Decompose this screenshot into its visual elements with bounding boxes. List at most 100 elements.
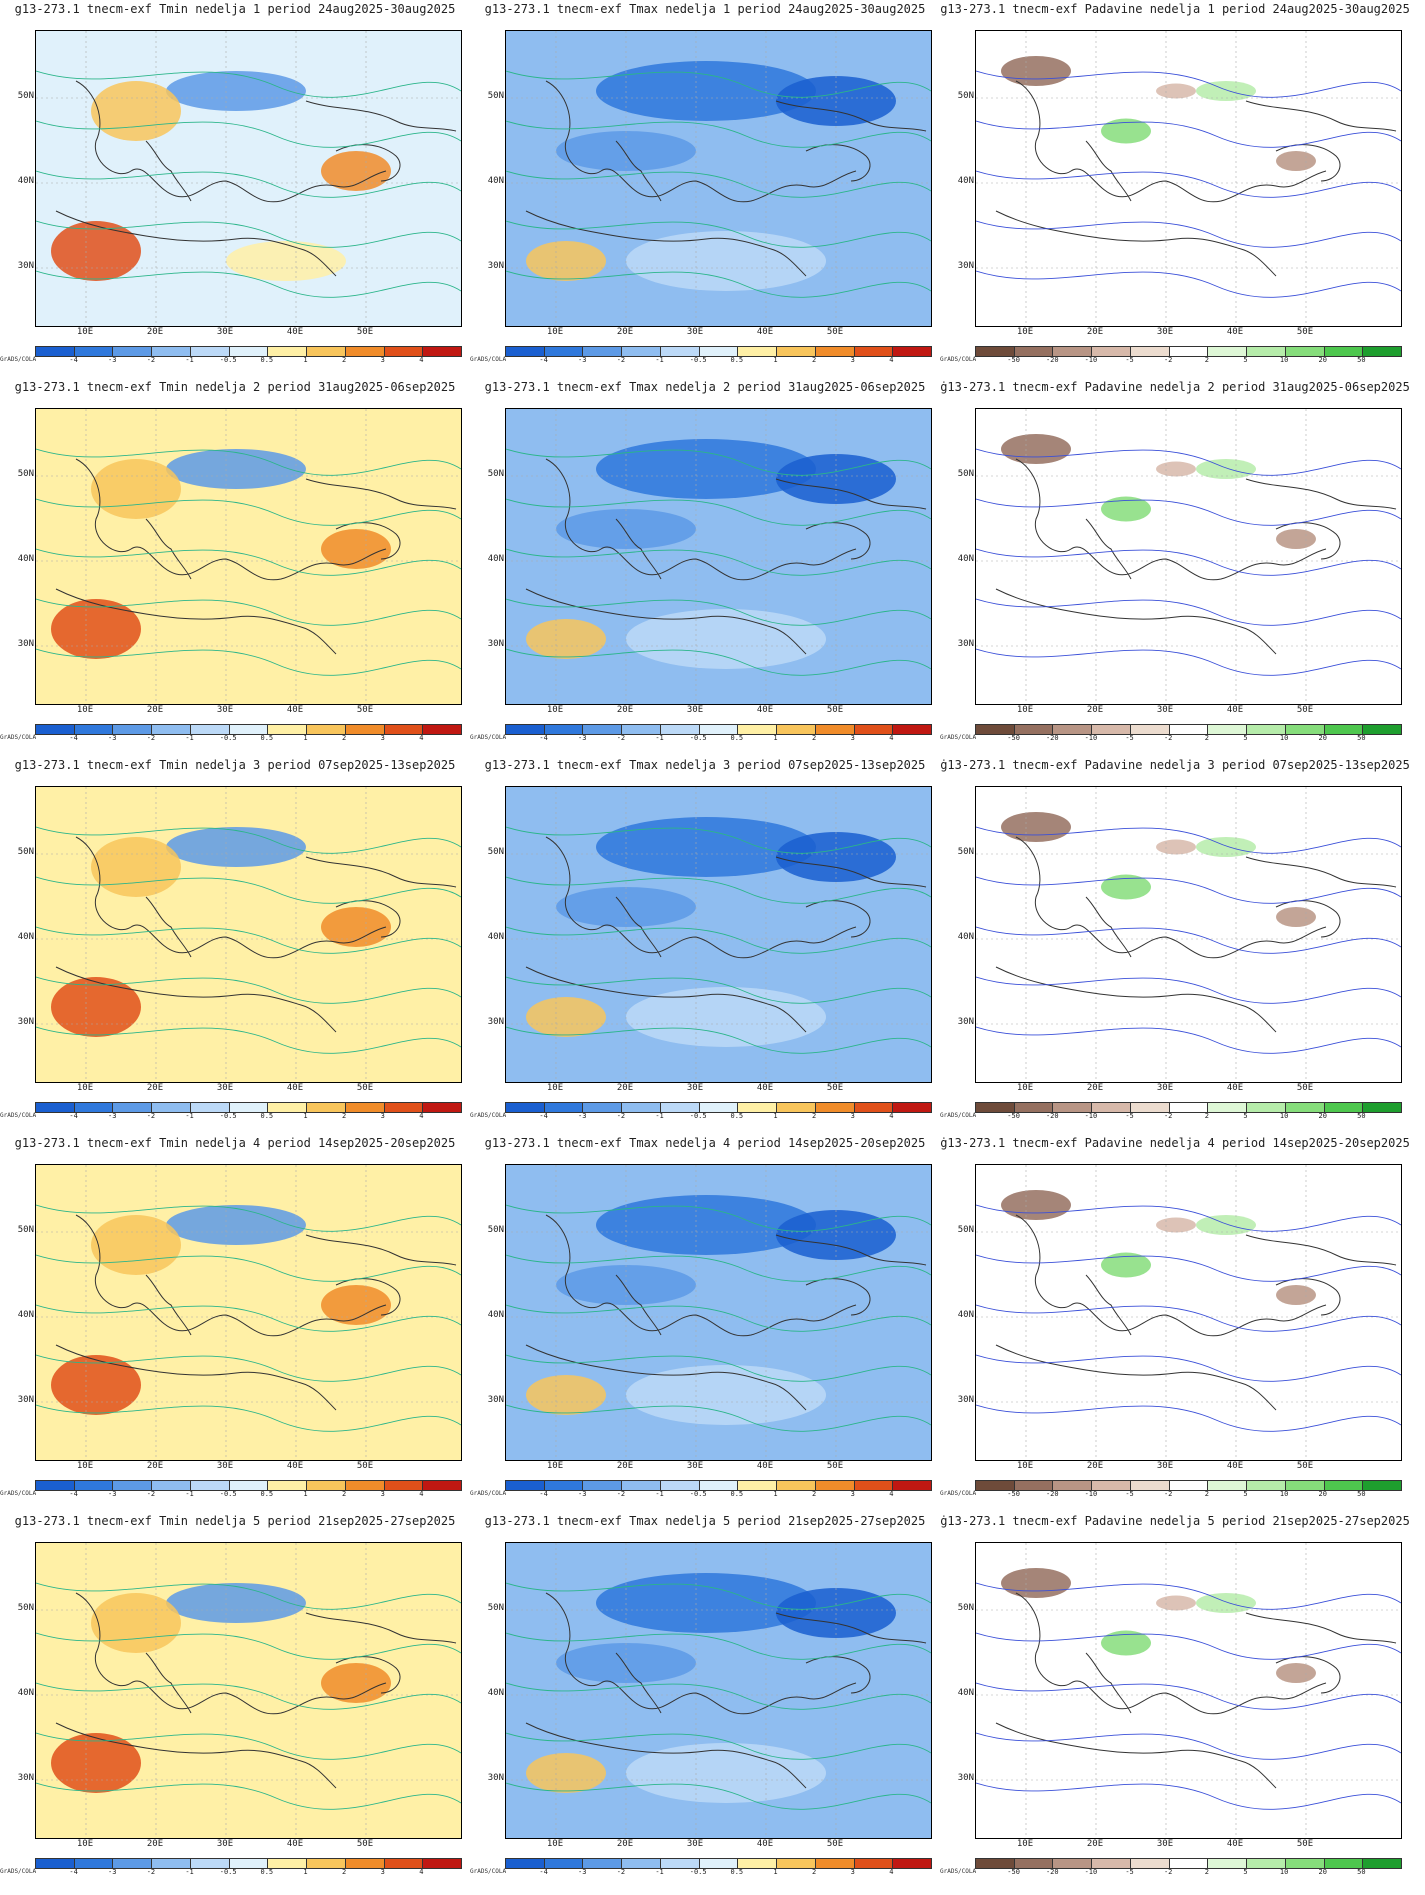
colorbar-segment <box>1014 1103 1054 1112</box>
longitude-label: 30E <box>686 705 704 715</box>
panel-title: g13-273.1 tnecm-exf Padavine nedelja 1 p… <box>940 2 1410 16</box>
colorbar-segment <box>699 347 739 356</box>
anomaly-region <box>226 997 346 1037</box>
longitude-label: 20E <box>616 705 634 715</box>
contour-line <box>36 1404 461 1432</box>
anomaly-region <box>626 1743 826 1803</box>
colorbar-segment <box>1053 347 1093 356</box>
latitude-label: 50N <box>957 469 974 479</box>
anomaly-region <box>526 1753 606 1793</box>
colorbar-segment <box>113 347 153 356</box>
anomaly-region <box>1001 434 1071 464</box>
map-frame <box>35 1164 462 1461</box>
map-panel: g13-273.1 tnecm-exf Tmax nedelja 5 perio… <box>470 1512 940 1890</box>
coastline <box>545 80 857 203</box>
colorbar-label: -4 <box>539 734 548 742</box>
coastline <box>145 518 192 580</box>
anomaly-region <box>166 71 306 111</box>
colorbar-label: 20 <box>1318 1868 1327 1876</box>
grads-credit: GrADS/COLA <box>940 356 977 363</box>
anomaly-region <box>1276 151 1316 171</box>
colorbar-segment <box>384 347 424 356</box>
longitude-label: 10E <box>546 1839 564 1849</box>
grads-credit: GrADS/COLA <box>0 1490 37 1497</box>
colorbar-segment <box>113 1103 153 1112</box>
colorbar-segment <box>1053 1859 1093 1868</box>
colorbar-segment <box>1130 1103 1170 1112</box>
coastline <box>615 518 662 580</box>
map-field <box>976 787 1401 1082</box>
map-field <box>506 787 931 1082</box>
contour-line <box>36 1582 461 1610</box>
latitude-label: 50N <box>17 91 34 101</box>
colorbar-label: -0.5 <box>219 1868 237 1876</box>
colorbar-label: 3 <box>380 356 385 364</box>
contour-line <box>976 1782 1401 1810</box>
coastline <box>75 80 387 203</box>
colorbar-label: -4 <box>539 1868 548 1876</box>
anomaly-region <box>226 619 346 659</box>
contour-line <box>976 976 1401 1004</box>
map-panel: ġ13-273.1 tnecm-exf Padavine nedelja 3 p… <box>940 756 1410 1134</box>
colorbar-segment <box>660 1481 700 1490</box>
anomaly-region <box>321 1663 391 1703</box>
map-frame <box>35 408 462 705</box>
colorbar-label: 2 <box>811 1490 817 1498</box>
colorbar-label: -0.5 <box>219 734 237 742</box>
colorbar-label: -5 <box>1125 734 1134 742</box>
colorbar-label: -2 <box>1163 356 1173 364</box>
coastline <box>1245 478 1397 510</box>
colorbar-label: 2 <box>811 1868 817 1876</box>
contour-line <box>506 448 931 476</box>
latitude-label: 40N <box>487 1310 504 1320</box>
colorbar-label: 5 <box>1243 356 1248 364</box>
colorbar-segment <box>506 725 545 734</box>
anomaly-region <box>596 817 816 877</box>
colorbar-label: -2 <box>616 1868 626 1876</box>
panel-title: g13-273.1 tnecm-exf Tmin nedelja 5 perio… <box>14 1514 456 1528</box>
anomaly-region <box>166 449 306 489</box>
colorbar-label: -2 <box>1163 1112 1173 1120</box>
colorbar-segment <box>893 1103 932 1112</box>
colorbar-segment <box>854 1103 894 1112</box>
longitude-label: 50E <box>826 705 844 715</box>
contour-line <box>506 1204 931 1232</box>
anomaly-region <box>526 997 606 1037</box>
map-frame <box>505 786 932 1083</box>
colorbar-label: 2 <box>1204 356 1209 364</box>
contour-line <box>506 1632 931 1660</box>
anomaly-region <box>91 459 181 519</box>
colorbar-label: -3 <box>108 1490 117 1498</box>
latitude-label: 50N <box>17 469 34 479</box>
grads-credit: GrADS/COLA <box>470 356 507 363</box>
longitude-label: 30E <box>686 327 704 337</box>
longitude-label: 20E <box>1086 705 1104 715</box>
contour-line <box>506 976 931 1004</box>
anomaly-region <box>1276 529 1316 549</box>
coastline <box>55 588 337 655</box>
colorbar-label: -3 <box>108 734 117 742</box>
longitude-label: 50E <box>356 1839 374 1849</box>
latitude-label: 50N <box>17 1603 34 1613</box>
colorbar-segment <box>777 1859 816 1868</box>
colorbar <box>975 1102 1402 1113</box>
colorbar-segment <box>423 1103 462 1112</box>
colorbar-label: 3 <box>850 1490 855 1498</box>
contour-line <box>976 876 1401 904</box>
colorbar-label: 2 <box>341 734 347 742</box>
colorbar-segment <box>1247 1103 1286 1112</box>
colorbar-segment <box>423 1481 462 1490</box>
latitude-label: 50N <box>957 1225 974 1235</box>
longitude-label: 40E <box>1226 1083 1244 1093</box>
colorbar-segment <box>307 1481 346 1490</box>
colorbar-label: -2 <box>616 734 626 742</box>
anomaly-region <box>51 221 141 281</box>
colorbar-label: -3 <box>578 734 587 742</box>
colorbar-label: -2 <box>616 1112 626 1120</box>
latitude-label: 30N <box>957 1017 974 1027</box>
contour-line <box>36 1682 461 1710</box>
latitude-label: 40N <box>17 176 34 186</box>
anomaly-region <box>1001 812 1071 842</box>
colorbar-label: -0.5 <box>219 1490 237 1498</box>
colorbar-segment <box>1247 1859 1286 1868</box>
